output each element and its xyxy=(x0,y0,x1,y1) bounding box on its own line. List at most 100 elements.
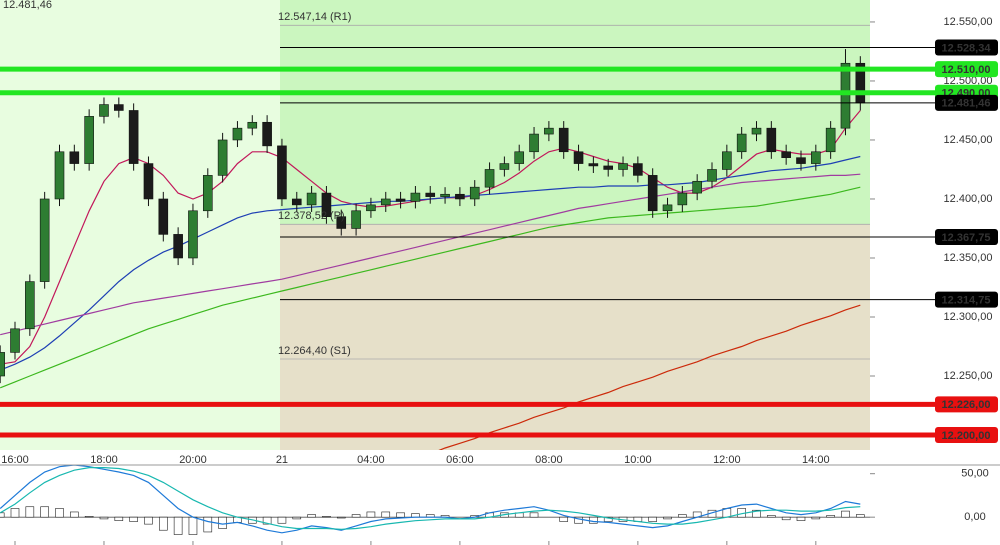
x-tick-label: 18:00 xyxy=(90,454,118,466)
candle-body xyxy=(751,127,762,135)
histogram-bar xyxy=(663,516,672,520)
level-label: 12.226,00 xyxy=(942,399,991,411)
candle-body xyxy=(677,192,688,206)
y-tick-label: 12.300,00 xyxy=(944,311,993,323)
histogram-bar xyxy=(218,516,227,529)
x-tick-label: 12:00 xyxy=(713,454,741,466)
candle-body xyxy=(425,192,436,197)
candle-body xyxy=(321,192,332,217)
candle-body xyxy=(0,352,5,377)
candle-body xyxy=(499,163,510,170)
candle-body xyxy=(529,133,539,153)
level-label: 12.200,00 xyxy=(942,430,991,442)
candle-body xyxy=(54,151,65,200)
level-tag xyxy=(935,94,998,111)
histogram-bar xyxy=(574,516,583,524)
histogram-bar xyxy=(529,512,539,518)
level-label: 12.528,34 xyxy=(942,42,992,54)
histogram-bar xyxy=(336,516,346,519)
histogram-bar xyxy=(381,511,391,518)
histogram-bar xyxy=(767,515,776,518)
candle-body xyxy=(707,169,717,182)
y-tick-label: 12.350,00 xyxy=(944,252,993,264)
histogram-bar xyxy=(826,515,835,518)
x-tick-label: 08:00 xyxy=(535,454,563,466)
histogram-bar xyxy=(129,516,138,522)
lower-zone-bg xyxy=(280,224,870,450)
level-label: 12.314,75 xyxy=(942,294,991,306)
candle-body xyxy=(588,163,599,167)
price-panel xyxy=(0,0,870,450)
histogram-bar xyxy=(203,516,213,533)
y-tick-label: 12.500,00 xyxy=(944,75,993,87)
histogram-bar xyxy=(114,516,124,521)
histogram-bar xyxy=(856,514,865,518)
candle-body xyxy=(84,116,94,164)
histogram-bar xyxy=(173,516,183,535)
candle-body xyxy=(811,151,821,164)
candle-body xyxy=(39,198,50,282)
level-label: 12.367,75 xyxy=(942,232,991,244)
histogram-bar xyxy=(322,516,331,518)
candle-body xyxy=(514,151,525,164)
oscillator-plot xyxy=(0,465,870,535)
histogram-bar xyxy=(307,514,316,518)
candle-body xyxy=(484,169,495,188)
histogram-bar xyxy=(796,516,806,521)
histogram-bar xyxy=(292,516,302,520)
histogram-bar xyxy=(262,516,272,525)
candle-body xyxy=(692,180,702,194)
level-tag xyxy=(935,291,998,308)
price-axis: 12.550,00 12.500,00 12.450,00 12.400,00 12.3… xyxy=(870,16,992,382)
histogram-bar xyxy=(159,516,168,531)
histogram-bar xyxy=(366,511,376,518)
histogram-bar xyxy=(40,506,49,518)
macd-line xyxy=(0,465,861,534)
candle-body xyxy=(825,127,836,153)
y-tick-label: 12.250,00 xyxy=(944,370,993,382)
histogram-bar xyxy=(811,516,821,520)
candle-body xyxy=(766,127,777,153)
candle-body xyxy=(618,163,628,170)
candle-body xyxy=(114,104,124,111)
candle-body xyxy=(188,210,198,259)
level-tag xyxy=(935,229,998,246)
candle-body xyxy=(395,198,406,202)
level-tag xyxy=(935,39,998,56)
pivot-label: 12.378,52 (P) xyxy=(278,210,345,222)
candle-body xyxy=(217,139,228,176)
candle-body xyxy=(128,110,139,164)
x-tick-label: 06:00 xyxy=(446,454,474,466)
candle-body xyxy=(410,192,421,202)
candle-body xyxy=(69,151,80,164)
histogram-bar xyxy=(351,514,361,518)
osc-tick-label: 50,00 xyxy=(961,468,989,480)
histogram-bar xyxy=(0,512,5,518)
candle-body xyxy=(351,210,361,229)
candle-body xyxy=(603,165,614,170)
histogram-bar xyxy=(603,516,613,522)
candle-body xyxy=(781,151,791,158)
pivot-label: 12.264,40 (S1) xyxy=(278,345,351,357)
level-label: 12.510,00 xyxy=(942,64,991,76)
candle-body xyxy=(202,175,213,212)
x-tick-label: 21 xyxy=(276,454,288,466)
histogram-bar xyxy=(188,516,198,535)
candle-body xyxy=(25,281,35,330)
level-tag xyxy=(935,396,998,413)
candle-body xyxy=(736,133,747,153)
histogram-bar xyxy=(55,508,64,518)
histogram-bar xyxy=(678,514,687,518)
candle-body xyxy=(662,204,673,212)
y-tick-label: 12.400,00 xyxy=(944,193,993,205)
candle-body xyxy=(277,145,287,200)
candle-body xyxy=(247,121,258,129)
histogram-bar xyxy=(25,506,35,518)
histogram-bar xyxy=(589,516,598,524)
histogram-bar xyxy=(781,516,791,521)
signal-line xyxy=(0,467,861,530)
x-tick-label: 20:00 xyxy=(179,454,207,466)
y-tick-label: 12.450,00 xyxy=(944,134,993,146)
candle-body xyxy=(469,186,480,200)
histogram-bar xyxy=(648,516,657,522)
